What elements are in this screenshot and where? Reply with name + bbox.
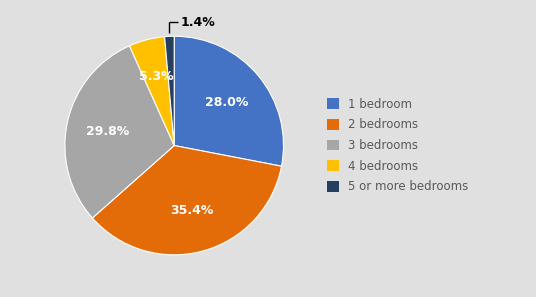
Wedge shape [174, 36, 284, 166]
Text: 1.4%: 1.4% [180, 15, 215, 29]
Legend: 1 bedroom, 2 bedrooms, 3 bedrooms, 4 bedrooms, 5 or more bedrooms: 1 bedroom, 2 bedrooms, 3 bedrooms, 4 bed… [322, 93, 473, 198]
Wedge shape [65, 46, 174, 218]
Wedge shape [92, 146, 281, 255]
Text: 29.8%: 29.8% [86, 125, 130, 138]
Text: 28.0%: 28.0% [205, 96, 248, 109]
Text: 35.4%: 35.4% [170, 204, 214, 217]
Wedge shape [165, 36, 174, 146]
Text: 5.3%: 5.3% [139, 70, 174, 83]
Wedge shape [130, 37, 174, 146]
